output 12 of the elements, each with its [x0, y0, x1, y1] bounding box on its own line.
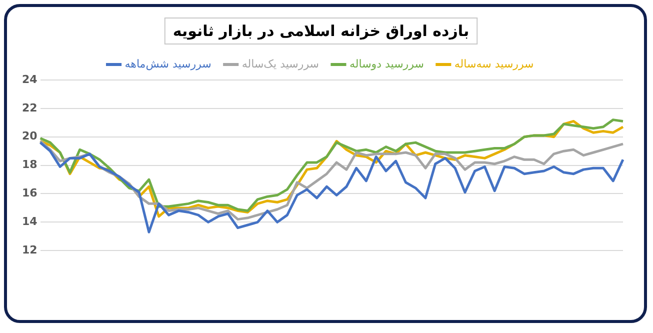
y-tick-label: 14 — [22, 215, 38, 228]
legend-label: سررسید دوساله — [349, 57, 424, 70]
y-tick-label: 22 — [22, 101, 38, 114]
y-tick-label: 24 — [22, 72, 38, 86]
legend-label: سررسید یک‌ساله — [242, 57, 319, 70]
y-tick-label: 20 — [22, 130, 38, 143]
y-tick-label: 16 — [22, 186, 38, 200]
chart-title: بازده اوراق خزانه اسلامی در بازار ثانویه — [172, 22, 470, 40]
y-tick-label: 12 — [22, 243, 38, 256]
legend-label: سررسید شش‌ماهه — [124, 57, 212, 70]
y-tick-label: 18 — [22, 158, 38, 172]
legend-label: سررسید سه‌ساله — [454, 57, 534, 70]
